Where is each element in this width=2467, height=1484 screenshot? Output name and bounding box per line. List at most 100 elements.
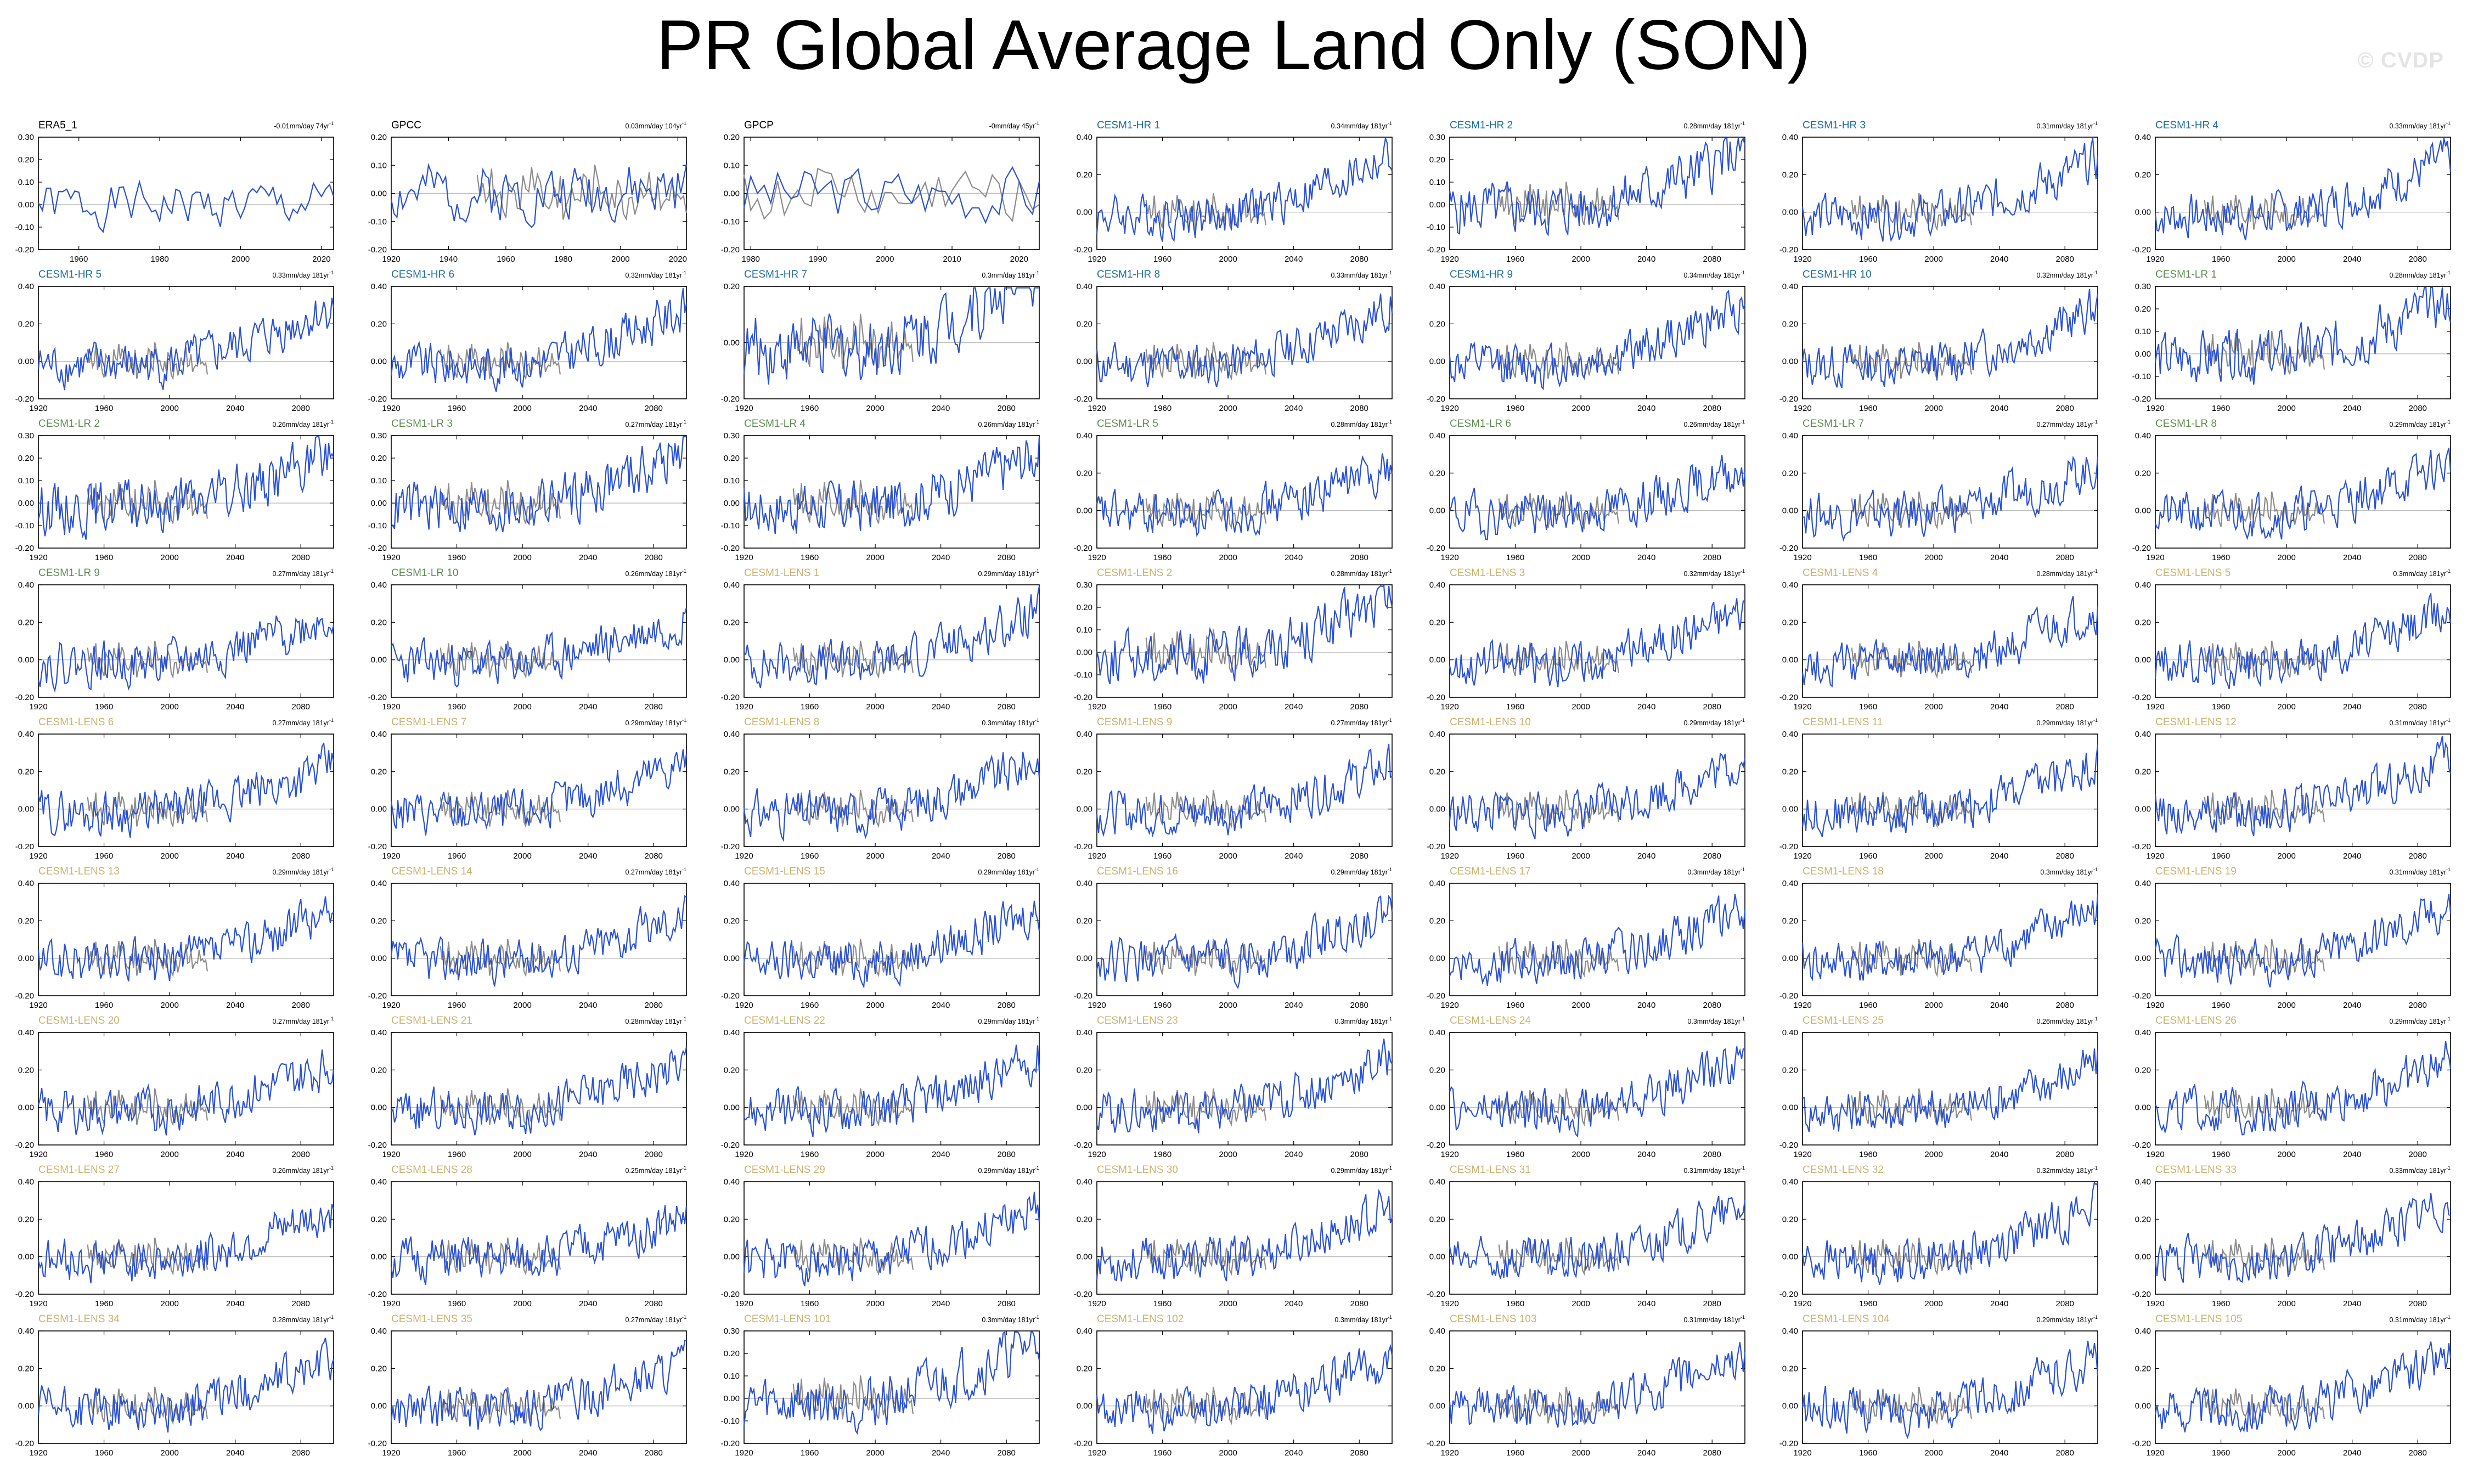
x-tick-label: 1920: [1793, 851, 1811, 861]
x-tick-label: 1960: [1153, 1448, 1171, 1458]
panel-frame: [2155, 286, 2451, 399]
x-tick-label: 2080: [1703, 1001, 1721, 1010]
panel-label: CESM1-LENS 12: [2155, 716, 2237, 728]
y-tick-label: -0.20: [721, 1439, 740, 1448]
x-tick-label: 2040: [1637, 255, 1655, 264]
y-tick-label: 0.00: [18, 954, 34, 963]
x-tick-label: 1920: [29, 702, 47, 712]
y-tick-label: 0.20: [1077, 1215, 1092, 1224]
x-tick-label: 2040: [579, 1299, 597, 1308]
x-tick-label: 2000: [1924, 1448, 1942, 1458]
panel-frame: [1802, 435, 2098, 549]
series-line: [2154, 138, 2452, 241]
x-tick-label: 1920: [1440, 255, 1458, 264]
x-tick-label: 2000: [1572, 553, 1590, 562]
panel-frame: [1802, 733, 2098, 847]
x-tick-label: 1960: [95, 1001, 113, 1010]
panel-label: CESM1-LENS 103: [1450, 1313, 1536, 1325]
x-tick-label: 2080: [2409, 851, 2427, 861]
panel: -0.20 0.00 0.20 0.40 1920 1960 2000 2040 2080 CES…: [1427, 866, 1746, 1010]
panel: -0.20 0.00 0.20 0.40 1920 1960 2000 2040 2080 CES…: [1427, 1015, 1745, 1159]
y-tick-label: 0.00: [724, 189, 740, 199]
x-tick-label: 2040: [932, 1299, 950, 1308]
y-tick-label: -0.20: [1074, 1141, 1092, 1150]
series-line: [1801, 138, 2099, 242]
y-tick-label: 0.00: [1782, 805, 1798, 814]
y-tick-label: 0.20: [1077, 1364, 1092, 1373]
series-line: [1801, 1340, 2099, 1440]
x-tick-label: 1920: [1793, 404, 1811, 413]
panel-frame: [38, 1032, 334, 1146]
trend-label: 0.31mm/day 181yr-1: [2389, 718, 2451, 727]
x-tick-label: 1960: [801, 1299, 819, 1308]
trend-label: 0.29mm/day 181yr-1: [1683, 718, 1745, 727]
y-tick-label: -0.20: [368, 842, 387, 851]
trend-label: 0.29mm/day 181yr-1: [2036, 718, 2098, 727]
series-line: [1449, 455, 1746, 540]
x-tick-label: 2080: [1350, 851, 1368, 861]
panel-frame: [1802, 584, 2098, 698]
x-tick-label: 2040: [1637, 1001, 1655, 1010]
panel-label: CESM1-LENS 11: [1803, 716, 1883, 728]
panel-label: CESM1-LENS 30: [1097, 1164, 1178, 1176]
y-tick-label: 0.20: [724, 618, 740, 627]
x-tick-label: 1960: [1506, 851, 1524, 861]
x-tick-label: 2040: [2343, 702, 2361, 712]
y-tick-label: 0.10: [1077, 625, 1092, 635]
x-tick-label: 2040: [226, 702, 244, 712]
panel-frame: [744, 1181, 1040, 1295]
y-tick-label: 0.20: [18, 155, 34, 165]
x-tick-label: 2040: [1285, 702, 1303, 712]
x-tick-label: 2040: [1990, 1150, 2008, 1159]
series-line: [1449, 1046, 1745, 1138]
panel: -0.20 0.00 0.20 0.40 1920 1960 2000 2040 2080 CES…: [368, 1015, 688, 1159]
x-tick-label: 1920: [29, 1001, 47, 1010]
x-tick-label: 1960: [95, 702, 113, 712]
trend-label: 0.25mm/day 181yr-1: [625, 1165, 686, 1175]
panel-frame: [1096, 1032, 1393, 1146]
x-tick-label: 1960: [448, 1001, 466, 1010]
x-tick-label: 2040: [932, 553, 950, 562]
y-tick-label: -0.20: [15, 1439, 34, 1448]
x-tick-label: 2000: [866, 1150, 884, 1159]
y-tick-label: -0.20: [368, 693, 387, 702]
panel-frame: [38, 883, 334, 996]
x-tick-label: 2080: [1350, 702, 1368, 712]
y-tick-label: 0.00: [1782, 1103, 1798, 1113]
series-line: [37, 615, 335, 693]
panel-frame: [2155, 1181, 2451, 1295]
series-line: [1096, 895, 1393, 990]
series-line: [1096, 138, 1393, 242]
trend-label: 0.3mm/day 181yr-1: [982, 1314, 1039, 1324]
x-tick-label: 2040: [579, 702, 597, 712]
panel: -0.20 0.00 0.20 1920 1960 2000 2040 2080 CESM1-H…: [721, 269, 1040, 413]
panel-frame: [1449, 733, 1745, 847]
panel: -0.20 0.00 0.20 0.40 1920 1960 2000 2040 2080 CES…: [15, 866, 334, 1010]
trend-label: 0.29mm/day 181yr-1: [272, 867, 334, 876]
y-tick-label: -0.20: [1779, 394, 1798, 404]
x-tick-label: 2040: [1285, 1150, 1303, 1159]
y-tick-label: 0.10: [724, 1372, 740, 1381]
x-tick-label: 2000: [513, 851, 531, 861]
y-tick-label: -0.20: [1427, 544, 1445, 553]
x-tick-label: 1920: [382, 553, 400, 562]
y-tick-label: 0.00: [1782, 1252, 1798, 1262]
y-tick-label: 0.00: [1782, 506, 1798, 516]
x-tick-label: 2040: [2343, 1299, 2361, 1308]
x-tick-label: 2040: [226, 851, 244, 861]
series-line: [390, 162, 688, 229]
x-tick-label: 2000: [866, 1001, 884, 1010]
y-tick-label: -0.20: [1074, 245, 1092, 255]
x-tick-label: 1920: [2146, 1150, 2164, 1159]
panel-label: CESM1-HR 6: [391, 269, 454, 280]
x-tick-label: 1920: [1793, 553, 1811, 562]
y-tick-label: 0.40: [1077, 879, 1092, 888]
x-tick-label: 2040: [932, 702, 950, 712]
x-tick-label: 2040: [1285, 851, 1303, 861]
y-tick-label: 0.00: [1077, 648, 1092, 657]
y-tick-label: 0.20: [18, 916, 34, 926]
x-tick-label: 2000: [1572, 404, 1590, 413]
trend-label: 0.3mm/day 181yr-1: [1687, 1016, 1745, 1025]
panel: -0.20 0.00 0.20 0.40 1920 1960 2000 2040 2080 CES…: [721, 716, 1040, 861]
panel: -0.20 0.00 0.20 0.40 1920 1960 2000 2040 2080 CES…: [368, 1164, 688, 1308]
